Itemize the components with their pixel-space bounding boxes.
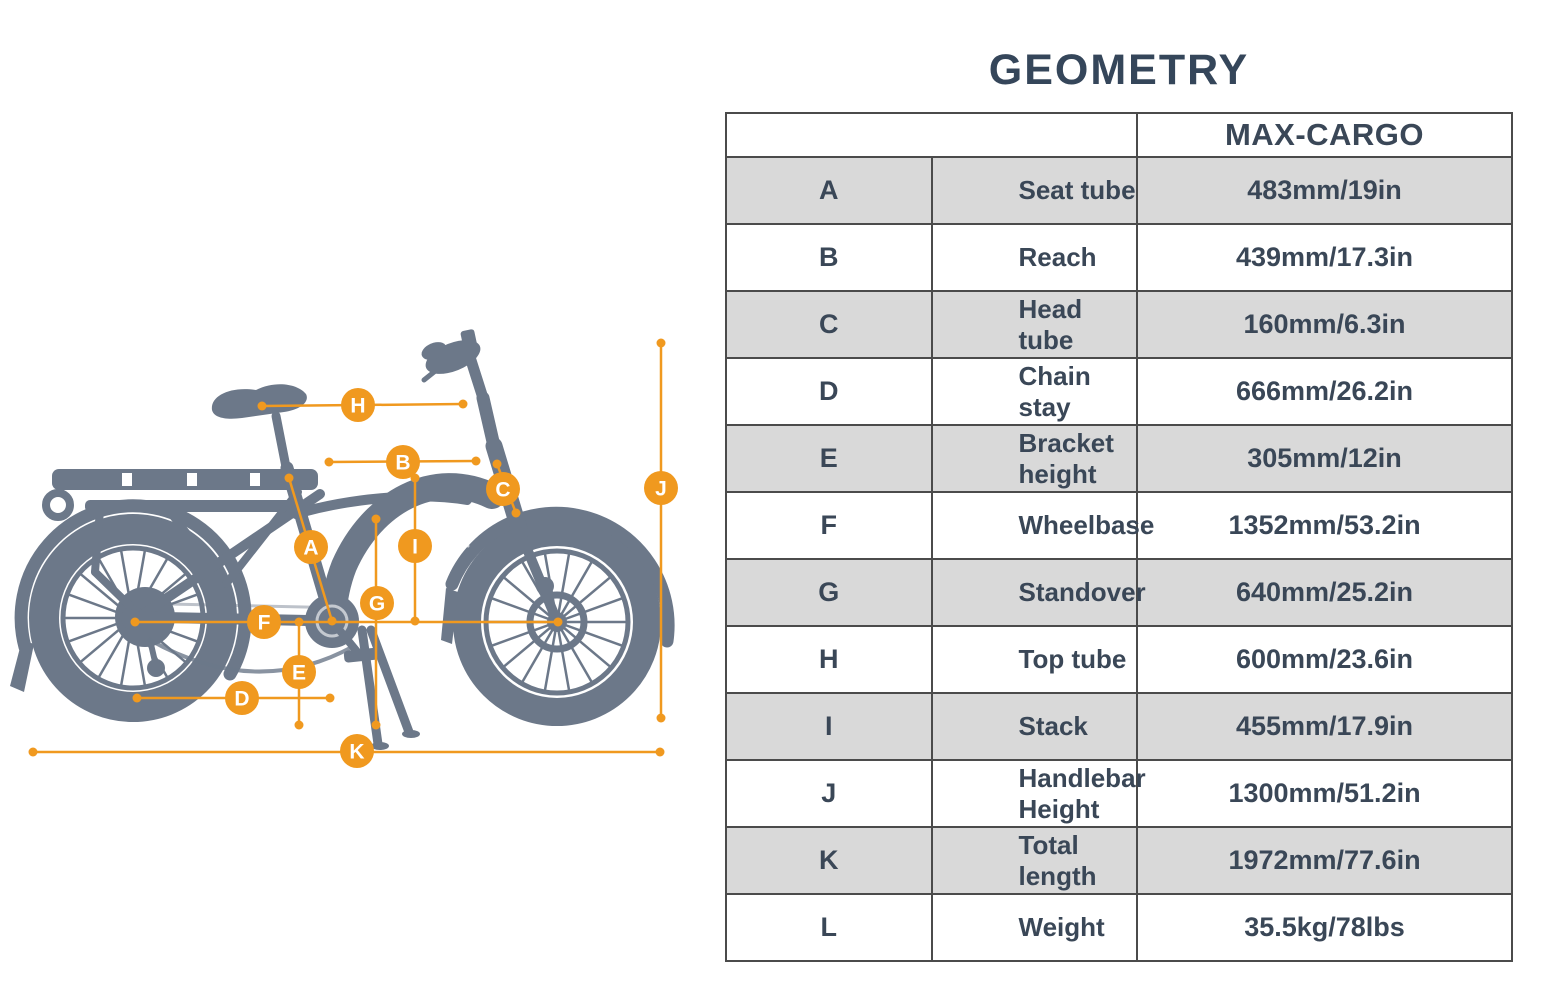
model-header-cell: MAX-CARGO	[1136, 112, 1513, 158]
row-label: Total length	[930, 826, 1138, 895]
table-row: C Head tube 160mm/6.3in	[725, 290, 1513, 359]
dim-marker-I: I	[398, 473, 432, 626]
row-value: 305mm/12in	[1136, 424, 1513, 493]
svg-text:J: J	[655, 478, 667, 501]
row-label: Chain stay	[930, 357, 1138, 426]
row-label: Wheelbase	[930, 491, 1154, 560]
row-value: 600mm/23.6in	[1136, 625, 1513, 694]
row-label: Standover	[930, 558, 1146, 627]
row-letter: D	[725, 357, 933, 426]
crank	[305, 594, 383, 663]
row-value: 455mm/17.9in	[1136, 692, 1513, 761]
table-row: I Stack 455mm/17.9in	[725, 692, 1513, 761]
row-value: 1352mm/53.2in	[1136, 491, 1513, 560]
row-letter: A	[725, 156, 933, 225]
row-value: 1300mm/51.2in	[1136, 759, 1513, 828]
dim-marker-G: G	[360, 514, 394, 730]
dim-label-circle-F	[247, 605, 281, 639]
row-value: 666mm/26.2in	[1136, 357, 1513, 426]
row-label: Weight	[930, 893, 1138, 962]
table-row: K Total length 1972mm/77.6in	[725, 826, 1513, 895]
svg-text:G: G	[369, 593, 385, 616]
kickstand	[357, 625, 420, 750]
row-value: 640mm/25.2in	[1136, 558, 1513, 627]
table-row: L Weight 35.5kg/78lbs	[725, 893, 1513, 962]
row-value: 35.5kg/78lbs	[1136, 893, 1513, 962]
svg-text:F: F	[258, 612, 271, 635]
row-label: Bracket height	[930, 424, 1138, 493]
table-row: E Bracket height 305mm/12in	[725, 424, 1513, 493]
row-value: 439mm/17.3in	[1136, 223, 1513, 292]
svg-text:E: E	[292, 662, 306, 685]
row-label: Reach	[930, 223, 1138, 292]
dim-label-circle-C	[486, 472, 520, 506]
svg-text:I: I	[412, 536, 418, 559]
header-empty-cell	[725, 112, 1138, 158]
bike-silhouette	[10, 329, 675, 750]
chain	[148, 638, 356, 674]
row-label: Head tube	[930, 290, 1138, 359]
dim-marker-C: C	[486, 459, 521, 518]
table-row: B Reach 439mm/17.3in	[725, 223, 1513, 292]
dim-label-circle-D	[225, 681, 259, 715]
dim-label-circle-B	[386, 445, 420, 479]
front-fender	[441, 506, 675, 648]
svg-text:K: K	[349, 741, 364, 764]
table-row: D Chain stay 666mm/26.2in	[725, 357, 1513, 426]
row-label: Seat tube	[930, 156, 1138, 225]
row-letter: G	[725, 558, 933, 627]
table-row: H Top tube 600mm/23.6in	[725, 625, 1513, 694]
dim-marker-J: J	[644, 338, 678, 723]
dim-marker-K: K	[28, 734, 665, 768]
row-letter: H	[725, 625, 933, 694]
row-letter: L	[725, 893, 933, 962]
row-letter: E	[725, 424, 933, 493]
page-title: GEOMETRY	[988, 46, 1250, 94]
row-value: 1972mm/77.6in	[1136, 826, 1513, 895]
handlebar	[421, 329, 501, 453]
dim-marker-B: B	[324, 445, 481, 479]
dimension-markers: A B C D E F G H I J K	[28, 338, 678, 768]
dim-label-circle-J	[644, 471, 678, 505]
row-letter: J	[725, 759, 933, 828]
svg-text:B: B	[395, 452, 410, 475]
row-label: Stack	[930, 692, 1138, 761]
brake-caliper	[536, 577, 554, 595]
dim-label-circle-K	[340, 734, 374, 768]
row-letter: I	[725, 692, 933, 761]
row-letter: C	[725, 290, 933, 359]
dim-label-circle-H	[341, 388, 375, 422]
row-value: 483mm/19in	[1136, 156, 1513, 225]
row-letter: K	[725, 826, 933, 895]
row-letter: B	[725, 223, 933, 292]
row-value: 160mm/6.3in	[1136, 290, 1513, 359]
table-row: A Seat tube 483mm/19in	[725, 156, 1513, 225]
spec-column: GEOMETRY MAX-CARGO A Seat tube 483mm/19in B…	[725, 44, 1513, 962]
dim-label-circle-A	[294, 530, 328, 564]
table-row: F Wheelbase 1352mm/53.2in	[725, 491, 1513, 560]
svg-text:A: A	[303, 537, 318, 560]
row-label: Handlebar Height	[930, 759, 1146, 828]
svg-text:C: C	[495, 479, 510, 502]
dim-label-circle-E	[282, 655, 316, 689]
saddle	[211, 384, 307, 419]
bike-geometry-diagram: A B C D E F G H I J K	[10, 329, 678, 768]
dim-marker-E: E	[282, 617, 316, 730]
dim-label-circle-G	[360, 586, 394, 620]
table-header-row: MAX-CARGO	[725, 112, 1513, 158]
svg-text:D: D	[234, 688, 249, 711]
row-letter: F	[725, 491, 933, 560]
row-label: Top tube	[930, 625, 1138, 694]
rear-rack	[42, 469, 325, 620]
dim-marker-F: F	[130, 605, 563, 639]
svg-text:H: H	[350, 395, 365, 418]
dim-label-circle-I	[398, 529, 432, 563]
geometry-table: MAX-CARGO A Seat tube 483mm/19in B Reach 439m…	[725, 112, 1513, 962]
dim-marker-A: A	[284, 473, 337, 626]
table-row: G Standover 640mm/25.2in	[725, 558, 1513, 627]
dim-marker-H: H	[257, 388, 468, 422]
table-row: J Handlebar Height 1300mm/51.2in	[725, 759, 1513, 828]
